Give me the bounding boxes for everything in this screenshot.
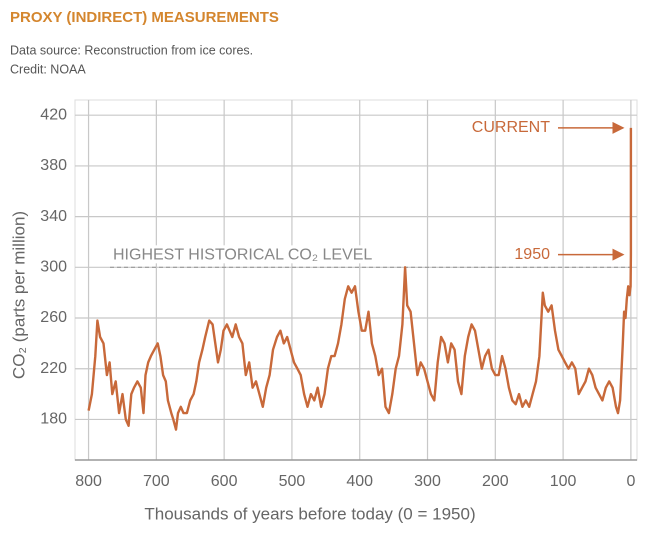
chart-title: PROXY (INDIRECT) MEASUREMENTS [10, 9, 279, 26]
y-tick-label: 180 [40, 411, 67, 428]
y-tick-label: 380 [40, 157, 67, 174]
y-tick-label: 300 [40, 259, 67, 276]
label-bg [108, 245, 418, 264]
annotation: 1950 [514, 246, 550, 263]
plot-frame [74, 99, 638, 461]
subtitle: Data source: Reconstruction from ice cor… [10, 43, 253, 57]
y-tick-label: 420 [40, 106, 67, 123]
x-tick-label: 100 [550, 473, 577, 490]
y-tick-label: 340 [40, 208, 67, 225]
data-line [87, 127, 633, 431]
x-tick-label: 800 [75, 473, 102, 490]
y-tick-label: 220 [40, 360, 67, 377]
y-axis-label: CO₂ (parts per million) [9, 211, 28, 379]
x-tick-label: 300 [414, 473, 441, 490]
x-tick-label: 600 [211, 473, 238, 490]
x-tick-label: 200 [482, 473, 509, 490]
x-tick-label: 400 [346, 473, 373, 490]
x-tick-label: 700 [143, 473, 170, 490]
y-tick-label: 260 [40, 309, 67, 326]
reference-label: HIGHEST HISTORICAL CO₂ LEVEL [113, 247, 372, 264]
x-tick-label: 500 [279, 473, 306, 490]
x-tick-label: 0 [626, 473, 635, 490]
x-axis-label: Thousands of years before today (0 = 195… [144, 504, 475, 523]
annotation: CURRENT [472, 119, 550, 136]
subtitle: Credit: NOAA [10, 62, 86, 76]
